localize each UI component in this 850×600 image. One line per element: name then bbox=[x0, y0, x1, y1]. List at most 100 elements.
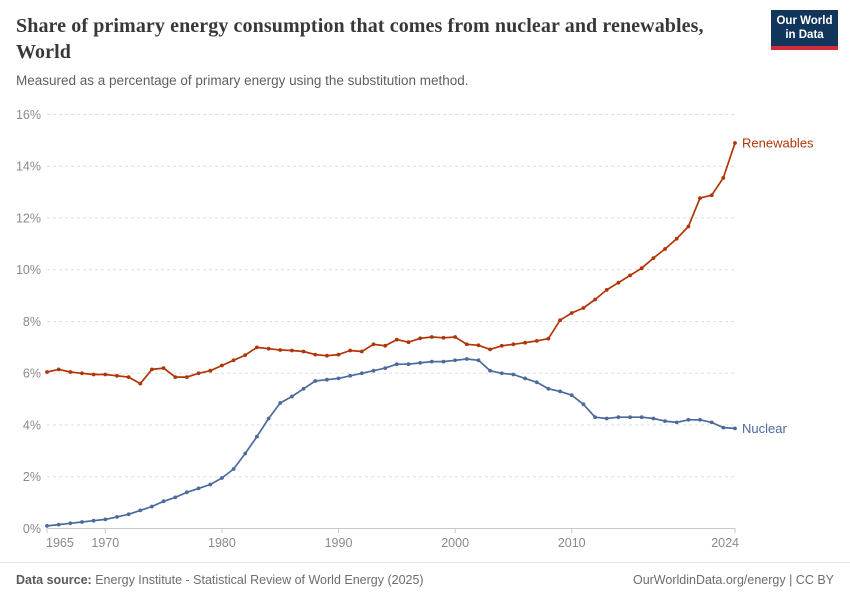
renewables-point-1991[interactable] bbox=[348, 348, 353, 353]
nuclear-point-2008[interactable] bbox=[546, 386, 551, 391]
nuclear-point-2022[interactable] bbox=[709, 420, 714, 425]
nuclear-point-1998[interactable] bbox=[429, 359, 434, 364]
renewables-point-1975[interactable] bbox=[161, 366, 166, 370]
nuclear-point-2016[interactable] bbox=[639, 415, 644, 420]
renewables-point-1967[interactable] bbox=[68, 370, 73, 374]
renewables-point-2024[interactable] bbox=[733, 141, 737, 145]
nuclear-point-2019[interactable] bbox=[674, 420, 679, 425]
renewables-point-1994[interactable] bbox=[383, 343, 388, 348]
renewables-point-1971[interactable] bbox=[115, 373, 119, 378]
renewables-point-1996[interactable] bbox=[406, 340, 411, 345]
nuclear-point-1996[interactable] bbox=[406, 362, 411, 367]
renewables-point-2021[interactable] bbox=[698, 196, 702, 201]
renewables-point-1990[interactable] bbox=[336, 352, 341, 357]
renewables-point-1993[interactable] bbox=[371, 342, 376, 347]
renewables-point-2006[interactable] bbox=[523, 340, 527, 345]
nuclear-point-2004[interactable] bbox=[499, 371, 504, 376]
nuclear-point-1984[interactable] bbox=[266, 416, 271, 421]
nuclear-point-1979[interactable] bbox=[208, 482, 213, 487]
renewables-point-2020[interactable] bbox=[686, 224, 691, 229]
nuclear-point-1975[interactable] bbox=[161, 499, 166, 504]
renewables-point-2000[interactable] bbox=[453, 335, 457, 339]
footer-energy-link[interactable]: OurWorldinData.org/energy bbox=[632, 573, 786, 587]
nuclear-point-1992[interactable] bbox=[359, 371, 364, 376]
nuclear-point-2023[interactable] bbox=[721, 425, 726, 430]
renewables-point-2007[interactable] bbox=[534, 339, 539, 343]
renewables-point-2015[interactable] bbox=[628, 273, 632, 278]
renewables-point-2004[interactable] bbox=[499, 343, 504, 348]
nuclear-point-2013[interactable] bbox=[604, 416, 609, 421]
nuclear-point-2018[interactable] bbox=[663, 419, 667, 423]
nuclear-point-1974[interactable] bbox=[150, 504, 154, 509]
renewables-point-2002[interactable] bbox=[476, 343, 481, 348]
renewables-point-2008[interactable] bbox=[546, 336, 551, 341]
renewables-point-1976[interactable] bbox=[173, 375, 178, 379]
renewables-point-1972[interactable] bbox=[126, 375, 131, 379]
nuclear-point-1985[interactable] bbox=[278, 401, 283, 405]
renewables-point-2014[interactable] bbox=[616, 280, 621, 285]
nuclear-point-1968[interactable] bbox=[80, 520, 84, 524]
renewables-point-1984[interactable] bbox=[266, 346, 271, 351]
nuclear-point-1976[interactable] bbox=[173, 495, 178, 500]
footer-license-link[interactable]: CC BY bbox=[795, 573, 834, 587]
renewables-point-1965[interactable] bbox=[45, 370, 49, 374]
nuclear-point-1986[interactable] bbox=[290, 394, 294, 399]
renewables-point-1999[interactable] bbox=[441, 335, 446, 340]
owid-logo[interactable]: Our World in Data bbox=[771, 10, 838, 50]
renewables-point-1997[interactable] bbox=[418, 336, 423, 341]
renewables-point-2001[interactable] bbox=[464, 342, 469, 347]
nuclear-point-1972[interactable] bbox=[126, 512, 131, 517]
renewables-point-1981[interactable] bbox=[231, 358, 236, 363]
renewables-point-1977[interactable] bbox=[185, 375, 189, 379]
nuclear-point-2011[interactable] bbox=[581, 402, 586, 407]
renewables-point-2018[interactable] bbox=[663, 247, 667, 251]
renewables-point-2011[interactable] bbox=[581, 306, 586, 310]
chart-svg[interactable]: 0% 2% 4% 6% 8% 10% 12% 14% 16% 1965 1970 1980 1990 20… bbox=[0, 0, 850, 562]
nuclear-point-1965[interactable] bbox=[45, 524, 49, 528]
renewables-point-1974[interactable] bbox=[150, 367, 154, 372]
renewables-point-2017[interactable] bbox=[651, 256, 656, 260]
nuclear-point-1989[interactable] bbox=[325, 377, 329, 382]
nuclear-point-1967[interactable] bbox=[68, 521, 73, 526]
nuclear-point-2001[interactable] bbox=[464, 357, 469, 361]
renewables-point-1982[interactable] bbox=[243, 353, 248, 357]
nuclear-point-1982[interactable] bbox=[243, 451, 248, 456]
renewables-point-2023[interactable] bbox=[721, 176, 726, 180]
renewables-point-1969[interactable] bbox=[91, 372, 96, 377]
nuclear-point-2010[interactable] bbox=[569, 393, 574, 398]
nuclear-point-1978[interactable] bbox=[196, 486, 201, 491]
nuclear-point-2015[interactable] bbox=[628, 415, 632, 420]
nuclear-point-1981[interactable] bbox=[231, 467, 236, 471]
nuclear-point-1993[interactable] bbox=[371, 368, 376, 373]
nuclear-point-1987[interactable] bbox=[301, 386, 306, 391]
renewables-point-1995[interactable] bbox=[394, 337, 399, 342]
nuclear-point-1970[interactable] bbox=[103, 517, 108, 522]
renewables-point-2019[interactable] bbox=[674, 236, 679, 241]
renewables-point-2016[interactable] bbox=[639, 266, 644, 271]
nuclear-point-1973[interactable] bbox=[138, 508, 143, 513]
renewables-point-1992[interactable] bbox=[359, 349, 364, 354]
nuclear-point-1990[interactable] bbox=[336, 376, 341, 381]
nuclear-point-1994[interactable] bbox=[383, 366, 388, 370]
renewables-point-1970[interactable] bbox=[103, 372, 108, 377]
renewables-point-1985[interactable] bbox=[278, 348, 283, 352]
renewables-point-2009[interactable] bbox=[558, 318, 562, 323]
renewables-point-1989[interactable] bbox=[325, 353, 329, 358]
nuclear-point-1991[interactable] bbox=[348, 373, 353, 378]
nuclear-point-1966[interactable] bbox=[56, 522, 61, 527]
renewables-line[interactable] bbox=[46, 142, 736, 385]
nuclear-point-2012[interactable] bbox=[593, 415, 597, 420]
renewables-point-1986[interactable] bbox=[290, 348, 294, 353]
renewables-point-1979[interactable] bbox=[208, 368, 213, 373]
nuclear-point-2002[interactable] bbox=[476, 358, 481, 363]
nuclear-point-2014[interactable] bbox=[616, 415, 621, 420]
nuclear-point-2007[interactable] bbox=[534, 380, 539, 385]
nuclear-point-2006[interactable] bbox=[523, 376, 527, 381]
nuclear-line[interactable] bbox=[46, 358, 736, 527]
renewables-point-2022[interactable] bbox=[709, 193, 714, 198]
renewables-point-2012[interactable] bbox=[593, 297, 597, 302]
renewables-point-1980[interactable] bbox=[220, 363, 224, 368]
renewables-point-1978[interactable] bbox=[196, 371, 201, 376]
nuclear-point-1971[interactable] bbox=[115, 515, 119, 519]
nuclear-point-1988[interactable] bbox=[313, 379, 318, 383]
